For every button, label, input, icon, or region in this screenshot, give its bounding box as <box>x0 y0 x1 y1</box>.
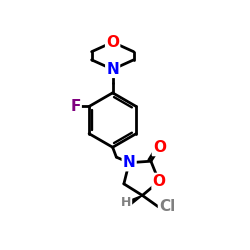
Text: H: H <box>121 196 131 209</box>
Text: F: F <box>70 99 81 114</box>
Polygon shape <box>127 196 142 206</box>
Text: N: N <box>123 155 136 170</box>
Text: O: O <box>153 140 166 155</box>
Text: O: O <box>152 174 166 189</box>
Text: N: N <box>106 62 119 77</box>
Text: Cl: Cl <box>159 200 175 214</box>
Text: O: O <box>106 35 119 50</box>
